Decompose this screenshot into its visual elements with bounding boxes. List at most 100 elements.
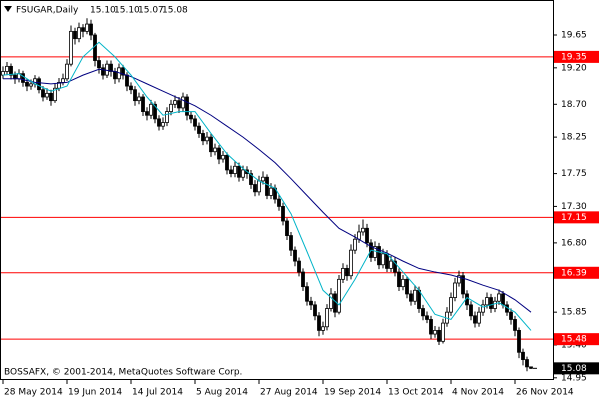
candle-body bbox=[229, 169, 233, 174]
watermark: BOSSAFX, © 2001-2014, MetaQuotes Softwar… bbox=[4, 368, 242, 378]
candle-body bbox=[473, 315, 477, 324]
candle-body bbox=[521, 351, 525, 360]
candle-body bbox=[221, 154, 225, 160]
candle-body bbox=[421, 308, 425, 317]
x-tick-label: 5 Aug 2014 bbox=[196, 388, 248, 398]
level-label-box bbox=[554, 333, 599, 346]
candle-body bbox=[317, 315, 321, 331]
y-tick-label: 18.25 bbox=[561, 133, 587, 143]
level-label: 19.35 bbox=[561, 52, 587, 62]
candle-body bbox=[301, 271, 305, 288]
candle-body bbox=[93, 34, 97, 61]
candle-body bbox=[413, 289, 417, 302]
candle-body bbox=[501, 293, 505, 306]
candle-body bbox=[161, 122, 165, 127]
candle-body bbox=[485, 297, 489, 306]
x-tick-label: 27 Aug 2014 bbox=[260, 388, 318, 398]
candle-body bbox=[105, 63, 109, 76]
candle-body bbox=[241, 169, 245, 178]
candle-body bbox=[53, 87, 57, 102]
candle-body bbox=[373, 246, 377, 258]
candle-body bbox=[129, 85, 133, 91]
candle-body bbox=[153, 103, 157, 120]
y-tick-label: 19.65 bbox=[561, 31, 587, 41]
candle-body bbox=[509, 311, 513, 320]
x-tick-label: 4 Nov 2014 bbox=[452, 388, 504, 398]
candle-body bbox=[21, 73, 25, 83]
candle-body bbox=[89, 23, 93, 36]
ohlc-label: 15.07 bbox=[138, 6, 164, 16]
candle-body bbox=[329, 293, 333, 309]
candle-body bbox=[481, 304, 485, 313]
candle-body bbox=[429, 319, 433, 335]
candle-body bbox=[209, 136, 213, 153]
candle-body bbox=[325, 308, 329, 328]
chart-title: FSUGAR,Daily bbox=[16, 6, 79, 16]
candle-body bbox=[61, 78, 65, 83]
candle-body bbox=[285, 220, 289, 236]
y-tick-label: 17.30 bbox=[561, 202, 587, 212]
candle-body bbox=[449, 297, 453, 313]
candle-body bbox=[145, 111, 149, 116]
candle-body bbox=[37, 78, 41, 91]
candle-body bbox=[517, 330, 521, 353]
candle-body bbox=[389, 260, 393, 269]
y-tick-label: 15.40 bbox=[561, 340, 587, 350]
level-label-box bbox=[554, 211, 599, 224]
candle-body bbox=[497, 293, 501, 302]
y-tick-label: 19.20 bbox=[561, 63, 587, 73]
candle-body bbox=[157, 118, 161, 127]
level-label: 16.39 bbox=[561, 268, 587, 278]
candle-body bbox=[133, 89, 137, 102]
candle-body bbox=[169, 103, 173, 112]
candle-body bbox=[437, 330, 441, 342]
candle-body bbox=[113, 71, 117, 80]
candle-body bbox=[409, 293, 413, 302]
candle-body bbox=[489, 297, 493, 309]
x-tick-label: 28 May 2014 bbox=[4, 388, 63, 398]
candle-body bbox=[141, 96, 145, 112]
candle-body bbox=[85, 23, 89, 32]
candle-body bbox=[201, 133, 205, 142]
candle-body bbox=[109, 63, 113, 72]
candle-body bbox=[181, 96, 185, 109]
candle-body bbox=[333, 293, 337, 313]
candle-body bbox=[265, 176, 269, 196]
y-tick-label: 14.95 bbox=[561, 373, 587, 383]
candle-body bbox=[385, 253, 389, 269]
candle-body bbox=[69, 30, 73, 65]
candle-body bbox=[205, 136, 209, 142]
candle-body bbox=[525, 359, 529, 368]
ohlc-label: 15.10 bbox=[90, 6, 116, 16]
level-label: 17.15 bbox=[561, 213, 587, 223]
candle-body bbox=[97, 60, 101, 69]
candle-body bbox=[249, 173, 253, 185]
candle-body bbox=[309, 300, 313, 306]
candle-body bbox=[353, 238, 357, 251]
candle-body bbox=[361, 227, 365, 233]
candle-body bbox=[529, 366, 533, 369]
price-label-box bbox=[554, 362, 599, 375]
candle-body bbox=[397, 271, 401, 288]
y-tick-label: 18.70 bbox=[561, 100, 587, 110]
x-tick-label: 26 Nov 2014 bbox=[516, 388, 574, 398]
candle-body bbox=[337, 278, 341, 313]
candle-body bbox=[269, 187, 273, 196]
candle-body bbox=[165, 111, 169, 123]
moving-average bbox=[3, 68, 532, 313]
candle-body bbox=[213, 147, 217, 153]
candle-body bbox=[65, 63, 69, 80]
header-icon bbox=[4, 6, 12, 12]
candle-body bbox=[453, 282, 457, 298]
candle-body bbox=[257, 180, 261, 193]
candle-body bbox=[125, 74, 129, 87]
candle-body bbox=[29, 83, 33, 87]
candle-body bbox=[313, 304, 317, 317]
candle-body bbox=[321, 326, 325, 331]
level-label: 15.48 bbox=[561, 335, 587, 345]
candle-body bbox=[289, 235, 293, 251]
candle-body bbox=[293, 249, 297, 262]
candle-body bbox=[101, 67, 105, 76]
candle-body bbox=[433, 330, 437, 335]
